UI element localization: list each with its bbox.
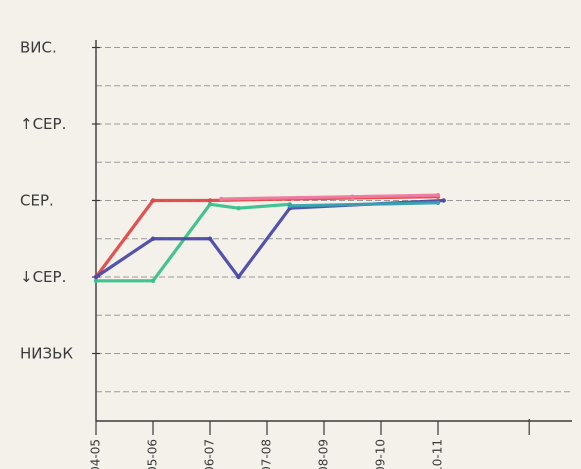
- series-line: [288, 201, 440, 208]
- y-tick-label: НИЗЬК: [20, 345, 73, 363]
- data-point: [93, 278, 99, 284]
- x-tick-label: 2010-11: [431, 439, 445, 469]
- data-point: [435, 192, 441, 198]
- data-point: [207, 236, 213, 241]
- data-point: [219, 196, 224, 202]
- y-tick-label: ВИС.: [20, 39, 57, 57]
- data-point: [435, 200, 441, 205]
- data-point: [287, 203, 292, 209]
- data-point: [150, 236, 156, 241]
- x-tick-label: 2004-05: [89, 439, 103, 469]
- series-line: [94, 202, 292, 283]
- axes: [92, 40, 572, 435]
- data-point: [350, 194, 355, 199]
- y-tick-label: ↓СЕР.: [20, 268, 66, 286]
- series-lines: [93, 192, 446, 284]
- data-point: [93, 274, 99, 280]
- data-point: [150, 278, 156, 284]
- x-tick-label: 2007-08: [260, 439, 274, 469]
- data-point: [207, 198, 213, 203]
- data-point: [236, 205, 241, 211]
- x-tick-label: 2008-09: [317, 439, 331, 469]
- data-point: [207, 202, 213, 207]
- axis-labels: НИЗЬК ↓СЕР. СЕР. ↑СЕР. ВИС. 2004-05 2005-06 200…: [20, 39, 445, 469]
- y-tick-label: ↑СЕР.: [20, 115, 66, 133]
- data-point: [150, 198, 156, 203]
- data-point: [236, 274, 241, 280]
- y-tick-label: СЕР.: [20, 192, 54, 210]
- gridlines: [96, 47, 572, 393]
- x-tick-label: 2006-07: [203, 439, 217, 469]
- x-tick-label: 2005-06: [146, 439, 160, 469]
- x-tick-label: 2009-10: [374, 439, 388, 469]
- data-point: [441, 198, 446, 203]
